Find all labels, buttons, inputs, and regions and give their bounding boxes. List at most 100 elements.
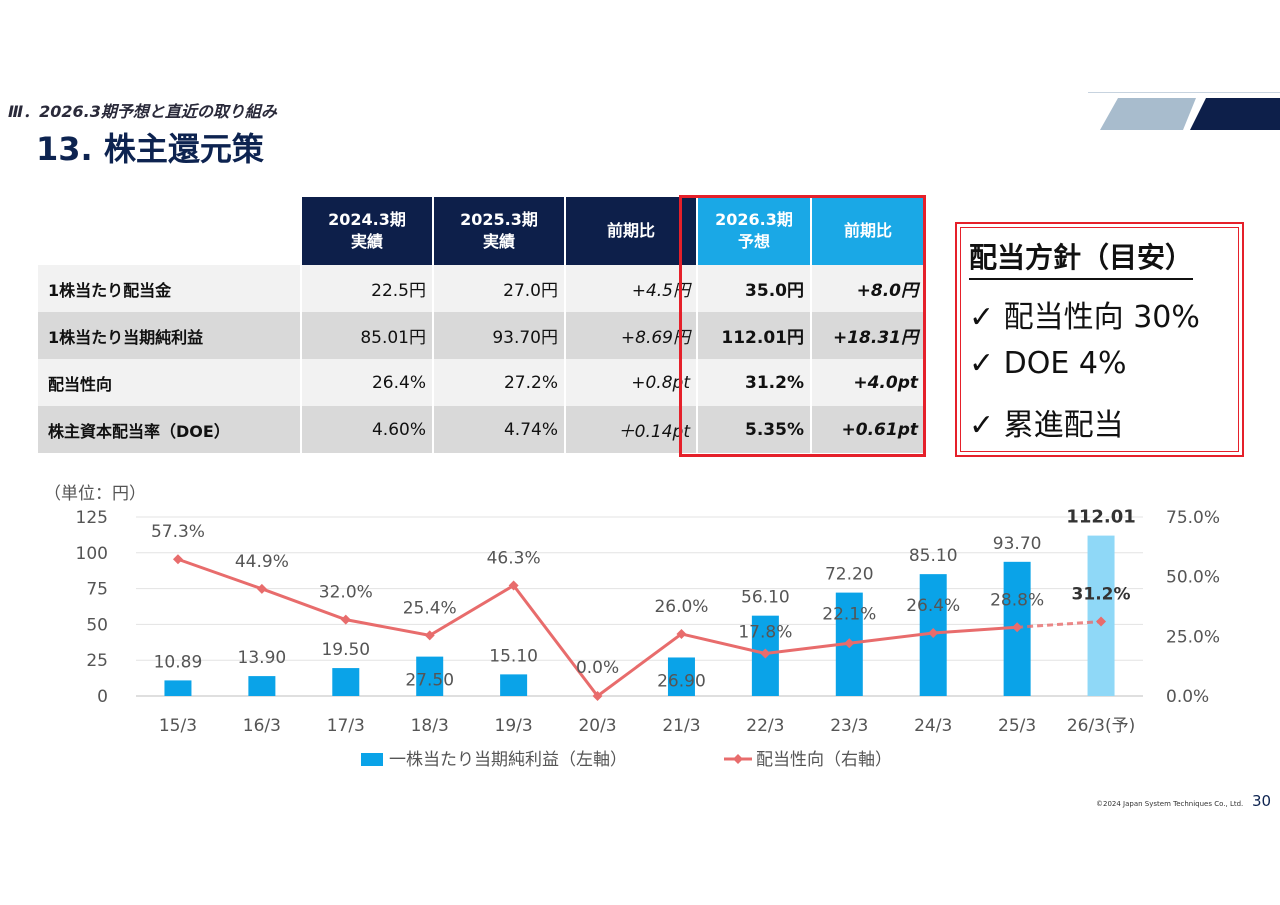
payout-value-label: 26.0% [654, 597, 708, 617]
payout-marker [508, 580, 519, 591]
header-2024: 2024.3期 実績 [302, 197, 432, 265]
header-decoration [1088, 92, 1280, 130]
x-tick-label: 16/3 [243, 716, 281, 736]
payout-value-label: 17.8% [738, 623, 792, 643]
cell-2025: 27.0円 [434, 265, 564, 312]
bar-value-label: 93.70 [993, 534, 1042, 554]
cell-yoy-forecast: +0.61pt [812, 406, 924, 453]
legend-line-marker [733, 754, 743, 764]
legend-bar-label: 一株当たり当期純利益（左軸） [389, 750, 627, 770]
payout-value-label: 32.0% [319, 583, 373, 603]
policy-inner-border [960, 227, 1239, 452]
section-subtitle: Ⅲ．2026.3期予想と直近の取り組み [8, 102, 277, 121]
y-right-tick-label: 50.0% [1166, 568, 1220, 588]
payout-marker [1012, 622, 1023, 633]
row-label: 配当性向 [38, 359, 300, 406]
cell-yoy-actual: +4.5円 [566, 265, 696, 312]
payout-value-label: 22.1% [822, 604, 876, 624]
x-tick-label: 24/3 [914, 716, 952, 736]
payout-marker [340, 614, 351, 625]
payout-forecast-line [1017, 620, 1102, 629]
table-header-blank [38, 197, 300, 265]
cell-2024: 26.4% [302, 359, 432, 406]
x-tick-label: 26/3(予) [1067, 716, 1135, 736]
payout-marker [676, 628, 687, 639]
y-left-tick-label: 25 [86, 651, 108, 671]
x-tick-label: 21/3 [662, 716, 700, 736]
x-tick-label: 15/3 [159, 716, 197, 736]
cell-2024: 22.5円 [302, 265, 432, 312]
bar [667, 657, 695, 696]
bar-value-label: 85.10 [909, 546, 958, 566]
copyright: ©2024 Japan System Techniques Co., Ltd. [1096, 800, 1244, 808]
cell-yoy-forecast: +8.0円 [812, 265, 924, 312]
cell-yoy-forecast: +4.0pt [812, 359, 924, 406]
payout-marker [1096, 616, 1107, 627]
bar-value-label: 72.20 [825, 565, 874, 585]
cell-2025: 93.70円 [434, 312, 564, 359]
policy-item: ✓ DOE 4% [969, 346, 1127, 381]
cell-2026: 35.0円 [698, 265, 810, 312]
payout-marker [424, 630, 435, 641]
cell-2026: 5.35% [698, 406, 810, 453]
dividend-table: 2024.3期 実績 2025.3期 実績 前期比 2026.3期 予想 前期比 1株… [36, 197, 926, 453]
x-tick-label: 25/3 [998, 716, 1036, 736]
x-tick-label: 23/3 [830, 716, 868, 736]
bar [500, 674, 528, 696]
header-2025: 2025.3期 実績 [434, 197, 564, 265]
cell-yoy-actual: +0.8pt [566, 359, 696, 406]
payout-value-label: 44.9% [235, 552, 289, 572]
bar [164, 680, 192, 696]
y-left-tick-label: 100 [76, 544, 108, 564]
cell-2024: 85.01円 [302, 312, 432, 359]
x-tick-label: 17/3 [327, 716, 365, 736]
payout-marker [256, 583, 267, 594]
policy-item: ✓ 配当性向 30% [969, 300, 1200, 335]
policy-title: 配当方針（目安） [969, 236, 1194, 280]
payout-marker [592, 691, 603, 701]
bar-value-label: 19.50 [321, 640, 370, 660]
payout-value-label: 0.0% [576, 658, 619, 678]
row-label: 株主資本配当率（DOE） [38, 406, 300, 453]
header-yoy-actual: 前期比 [566, 197, 696, 265]
cell-2026: 31.2% [698, 359, 810, 406]
payout-marker [172, 554, 183, 565]
page-number: 30 [1252, 792, 1272, 810]
x-tick-label: 18/3 [411, 716, 449, 736]
payout-marker [760, 648, 771, 659]
bar-value-label: 112.01 [1066, 507, 1135, 528]
bar [332, 668, 360, 696]
payout-value-label: 31.2% [1072, 585, 1131, 605]
legend-bar-swatch [361, 753, 383, 766]
table-row: 1株当たり当期純利益 85.01円 93.70円 +8.69円 112.01円 … [38, 312, 924, 359]
policy-item: ✓ 累進配当 [969, 408, 1124, 443]
x-tick-label: 22/3 [746, 716, 784, 736]
payout-value-label: 28.8% [990, 590, 1044, 610]
payout-marker [844, 638, 855, 649]
bar-value-label: 15.10 [489, 646, 538, 666]
bar-value-label: 13.90 [238, 648, 287, 668]
bar [248, 676, 276, 696]
bar-value-label: 27.50 [405, 671, 454, 691]
cell-2025: 4.74% [434, 406, 564, 453]
cell-2024: 4.60% [302, 406, 432, 453]
y-left-tick-label: 0 [97, 687, 108, 707]
unit-label: （単位：円） [44, 484, 146, 504]
table-row: 1株当たり配当金 22.5円 27.0円 +4.5円 35.0円 +8.0円 [38, 265, 924, 312]
cell-2025: 27.2% [434, 359, 564, 406]
cell-yoy-forecast: +18.31円 [812, 312, 924, 359]
row-label: 1株当たり配当金 [38, 265, 300, 312]
y-right-tick-label: 75.0% [1166, 508, 1220, 528]
payout-marker [928, 627, 939, 638]
payout-value-label: 26.4% [906, 596, 960, 616]
legend-line-label: 配当性向（右軸） [756, 750, 892, 770]
payout-value-label: 25.4% [403, 598, 457, 618]
row-label: 1株当たり当期純利益 [38, 312, 300, 359]
bar-value-label: 56.10 [741, 588, 790, 608]
page-title: 13. 株主還元策 [36, 130, 264, 168]
payout-value-label: 57.3% [151, 522, 205, 542]
table-row: 株主資本配当率（DOE） 4.60% 4.74% ＋0.14pt 5.35% +… [38, 406, 924, 453]
y-left-tick-label: 50 [86, 615, 108, 635]
y-right-tick-label: 25.0% [1166, 627, 1220, 647]
bar [1087, 535, 1115, 696]
